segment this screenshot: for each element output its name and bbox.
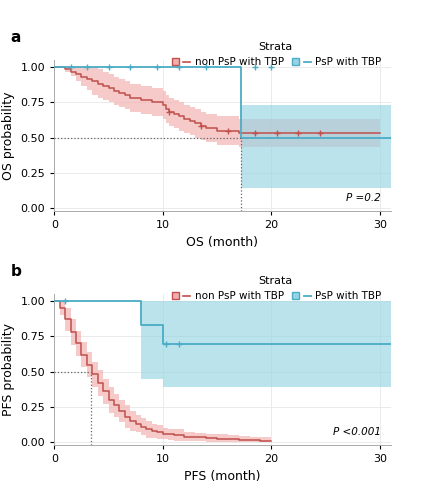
Y-axis label: OS probability: OS probability <box>2 91 15 180</box>
X-axis label: PFS (month): PFS (month) <box>184 470 261 482</box>
X-axis label: OS (month): OS (month) <box>187 236 258 248</box>
Y-axis label: PFS probability: PFS probability <box>2 323 15 416</box>
Text: P =0.2: P =0.2 <box>346 194 381 203</box>
Legend: non PsP with TBP, PsP with TBP: non PsP with TBP, PsP with TBP <box>168 272 385 306</box>
Text: P <0.001: P <0.001 <box>332 428 381 438</box>
Text: b: b <box>10 264 21 279</box>
Legend: non PsP with TBP, PsP with TBP: non PsP with TBP, PsP with TBP <box>168 38 385 72</box>
Text: a: a <box>10 30 21 45</box>
